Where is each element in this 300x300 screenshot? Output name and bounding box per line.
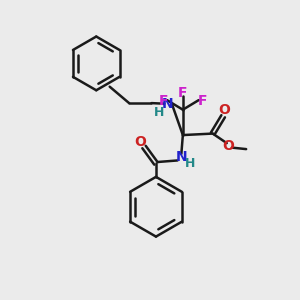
Text: H: H <box>185 157 196 170</box>
Text: F: F <box>159 94 168 108</box>
Text: F: F <box>197 94 207 108</box>
Text: N: N <box>176 151 187 164</box>
Text: O: O <box>134 135 146 148</box>
Text: O: O <box>222 139 234 153</box>
Text: N: N <box>162 97 174 111</box>
Text: F: F <box>178 86 188 100</box>
Text: H: H <box>154 106 165 118</box>
Text: O: O <box>218 103 230 117</box>
